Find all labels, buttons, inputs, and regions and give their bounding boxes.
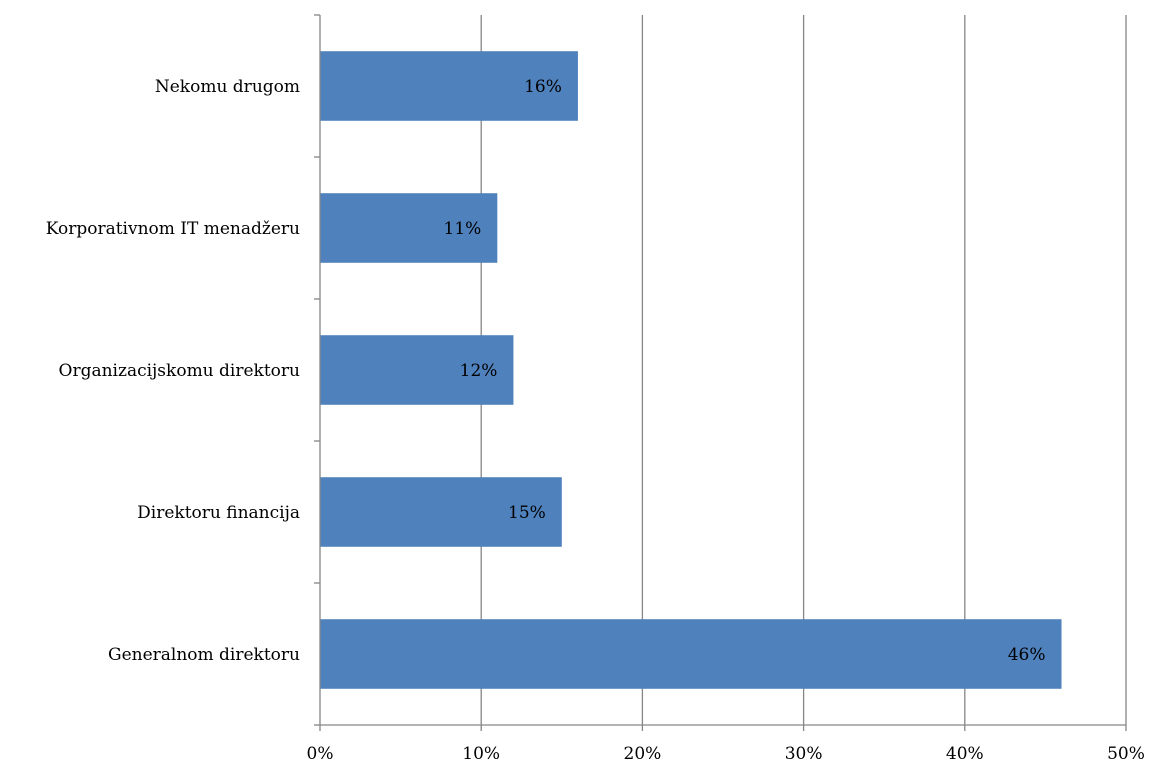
category-label: Generalnom direktoru <box>108 645 300 665</box>
x-tick-label: 20% <box>624 744 662 764</box>
x-tick-label: 50% <box>1107 744 1145 764</box>
data-label: 16% <box>524 77 562 97</box>
x-tick-label: 30% <box>785 744 823 764</box>
bar <box>320 51 578 121</box>
bar <box>320 619 1062 689</box>
category-label: Nekomu drugom <box>155 77 300 97</box>
bar <box>320 477 562 547</box>
category-label: Organizacijskomu direktoru <box>59 361 301 381</box>
data-label: 15% <box>508 503 546 523</box>
label-layer: 0% 10% 20% 30% 40% 50% Generalnom direktoru 46%… <box>46 77 1145 764</box>
x-tick-label: 40% <box>946 744 984 764</box>
data-label: 11% <box>444 219 482 239</box>
axis-layer <box>314 14 1127 731</box>
x-tick-label: 10% <box>462 744 500 764</box>
bar-layer <box>320 51 1062 689</box>
bar <box>320 335 514 405</box>
data-label: 46% <box>1008 645 1046 665</box>
data-label: 12% <box>460 361 498 381</box>
x-tick-label: 0% <box>307 744 334 764</box>
grid-layer <box>480 15 1127 725</box>
bar <box>320 193 498 263</box>
category-label: Direktoru financija <box>137 503 300 523</box>
category-label: Korporativnom IT menadžeru <box>46 219 300 239</box>
